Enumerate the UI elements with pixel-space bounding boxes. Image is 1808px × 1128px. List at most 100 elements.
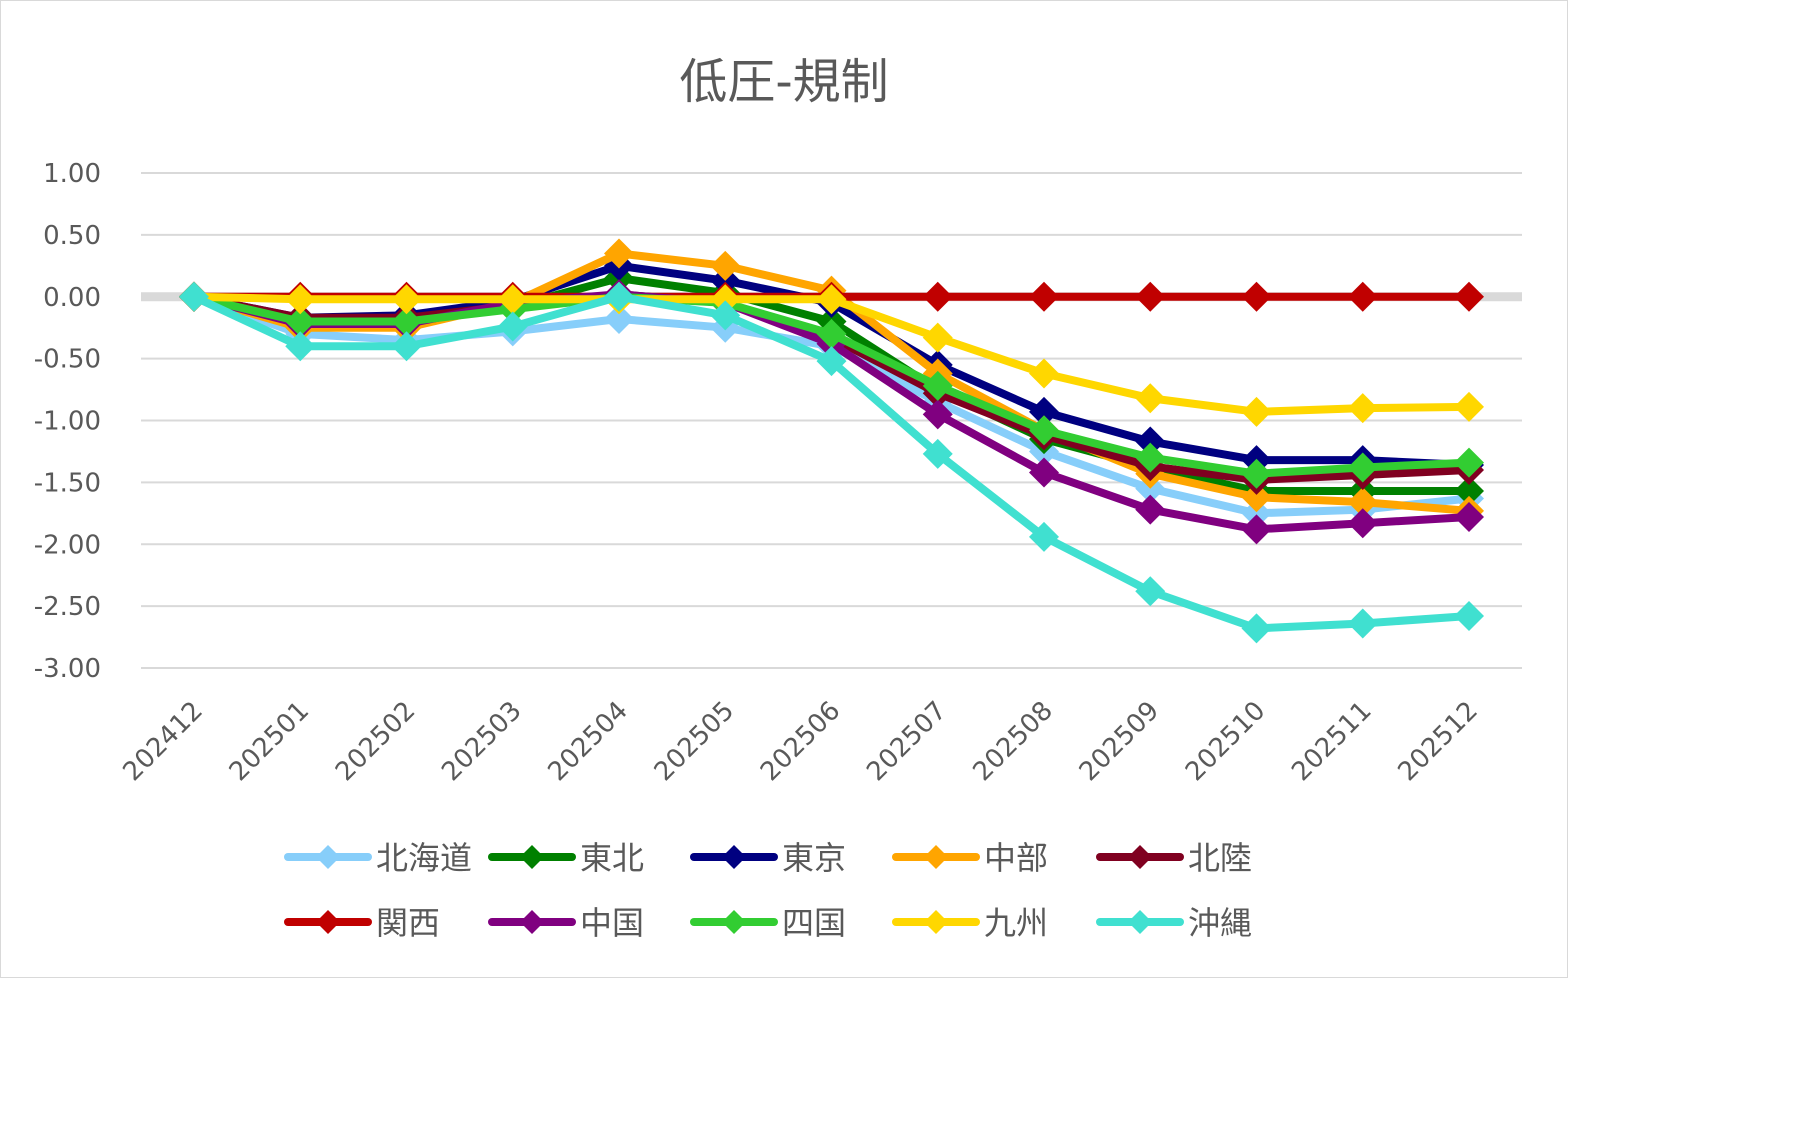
legend-diamond-marker	[924, 910, 948, 934]
x-tick-label: 202501	[224, 696, 315, 787]
legend-label: 関西	[376, 904, 440, 942]
data-point-marker	[1135, 426, 1166, 457]
data-point-marker	[1135, 442, 1166, 473]
data-point-marker	[285, 331, 316, 362]
legend-diamond-marker	[520, 845, 544, 869]
data-point-marker	[285, 306, 316, 337]
legend-label: 東京	[782, 839, 846, 877]
y-tick-label: -2.50	[34, 592, 101, 622]
legend-label: 沖縄	[1188, 904, 1252, 942]
y-tick-label: -1.00	[34, 407, 101, 437]
data-point-marker	[1241, 498, 1272, 529]
data-point-marker	[922, 438, 953, 469]
legend-item: 四国	[690, 904, 846, 942]
data-point-marker	[604, 281, 634, 312]
legend-item: 関西	[284, 904, 440, 942]
x-tick-label: 202504	[543, 696, 634, 787]
data-point-marker	[1454, 447, 1484, 478]
legend-label: 北海道	[376, 839, 472, 877]
data-point-marker	[391, 284, 422, 315]
x-tick-label: 202505	[649, 696, 740, 787]
legend-diamond-marker	[316, 845, 340, 869]
x-axis: 202412 202501 202502 202503 202504 202505 2025…	[118, 696, 1484, 787]
x-tick-label: 202512	[1393, 696, 1484, 787]
data-point-marker	[710, 250, 741, 281]
data-point-marker	[1454, 502, 1484, 533]
data-point-marker	[1241, 396, 1272, 427]
y-tick-label: 0.50	[43, 221, 101, 251]
series-9	[179, 281, 1484, 644]
data-point-marker	[1347, 281, 1378, 312]
legend-label: 中国	[580, 904, 644, 942]
legend-item: 沖縄	[1096, 904, 1252, 942]
x-tick-label: 202508	[968, 696, 1059, 787]
series-layer	[179, 238, 1484, 644]
data-point-marker	[1135, 494, 1166, 525]
data-point-marker	[1241, 613, 1272, 644]
data-point-marker	[816, 318, 847, 349]
legend-diamond-marker	[316, 910, 340, 934]
legend-diamond-marker	[1128, 845, 1152, 869]
data-point-marker	[604, 304, 634, 335]
data-point-marker	[1454, 281, 1484, 312]
data-point-marker	[1347, 508, 1378, 539]
legend-diamond-marker	[520, 910, 544, 934]
legend-item: 東北	[488, 839, 644, 877]
data-point-marker	[1347, 393, 1378, 424]
data-point-marker	[1241, 458, 1272, 489]
x-tick-label: 202510	[1180, 696, 1271, 787]
x-tick-label: 202503	[436, 696, 527, 787]
legend-item: 東京	[690, 839, 846, 877]
data-point-marker	[1241, 281, 1272, 312]
data-point-marker	[922, 322, 953, 353]
x-tick-label: 202412	[118, 696, 209, 787]
data-point-marker	[1347, 452, 1378, 483]
data-point-marker	[1029, 358, 1059, 389]
data-point-marker	[1135, 383, 1166, 414]
data-point-marker	[710, 284, 741, 315]
line-chart: 1.00 0.50 0.00 -0.50 -1.00 -1.50 -2.00 -2.50 -3.…	[34, 159, 1522, 942]
legend-diamond-marker	[1128, 910, 1152, 934]
data-point-marker	[1454, 391, 1484, 422]
data-point-marker	[922, 399, 953, 430]
data-point-marker	[1029, 457, 1059, 488]
data-point-marker	[497, 284, 528, 315]
x-tick-label: 202511	[1286, 696, 1377, 787]
legend-label: 北陸	[1188, 839, 1252, 877]
data-point-marker	[922, 370, 953, 401]
x-tick-label: 202507	[861, 696, 952, 787]
legend-item: 北陸	[1096, 839, 1252, 877]
legend-label: 九州	[984, 904, 1048, 942]
data-point-marker	[1241, 482, 1272, 513]
legend-item: 九州	[892, 904, 1048, 942]
legend-label: 中部	[984, 839, 1048, 877]
data-point-marker	[816, 346, 847, 377]
chart-title: 低圧-規制	[679, 54, 889, 110]
data-point-marker	[497, 311, 528, 342]
y-axis: 1.00 0.50 0.00 -0.50 -1.00 -1.50 -2.00 -2.50 -3.…	[34, 159, 101, 684]
legend-diamond-marker	[924, 845, 948, 869]
x-tick-label: 202509	[1074, 696, 1165, 787]
data-point-marker	[1135, 281, 1166, 312]
legend-item: 中国	[488, 904, 644, 942]
data-point-marker	[285, 284, 316, 315]
legend-item: 北海道	[284, 839, 472, 877]
data-point-marker	[391, 331, 422, 362]
gridlines	[141, 172, 1522, 669]
y-tick-label: 0.00	[43, 283, 101, 313]
legend-label: 東北	[580, 839, 644, 877]
y-tick-label: -0.50	[34, 345, 101, 375]
legend-item: 中部	[892, 839, 1048, 877]
data-point-marker	[816, 284, 847, 315]
data-point-marker	[604, 238, 634, 269]
data-point-marker	[1454, 601, 1484, 632]
data-point-marker	[1241, 514, 1272, 545]
data-point-marker	[922, 281, 953, 312]
data-point-marker	[1454, 476, 1484, 507]
legend-label: 四国	[782, 904, 846, 942]
legend-diamond-marker	[722, 845, 746, 869]
x-tick-label: 202506	[755, 696, 846, 787]
y-tick-label: -2.00	[34, 530, 101, 560]
data-point-marker	[179, 281, 209, 312]
